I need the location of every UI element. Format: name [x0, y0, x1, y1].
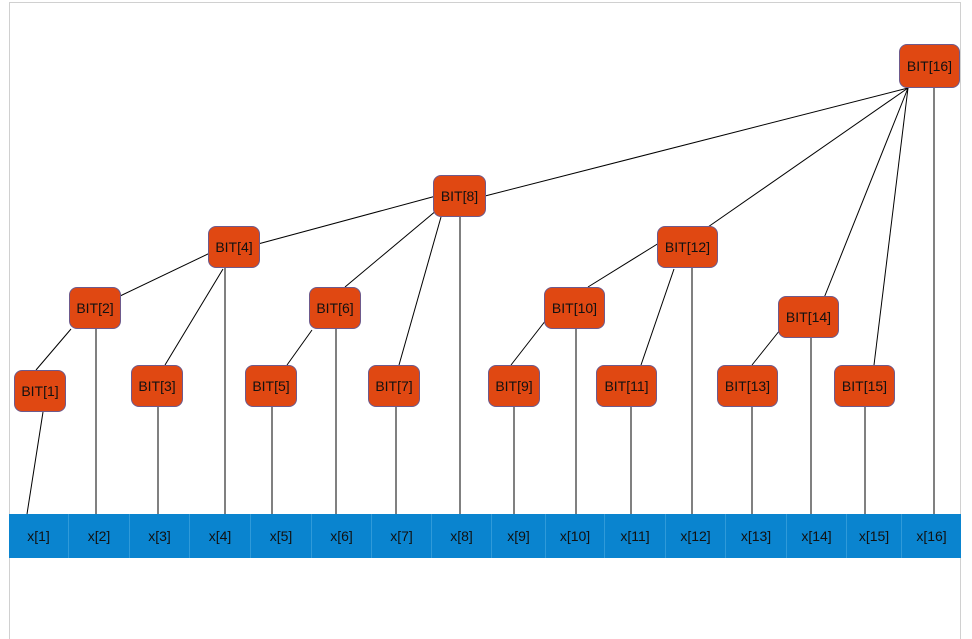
array-cell-5: x[5] — [250, 514, 311, 558]
array-cell-1: x[1] — [27, 528, 50, 544]
array-cell-10: x[10] — [545, 514, 604, 558]
bit-node-12: BIT[12] — [657, 226, 718, 268]
array-cell-13: x[13] — [725, 514, 786, 558]
bit-node-9: BIT[9] — [488, 365, 540, 407]
array-cell-3: x[3] — [129, 514, 189, 558]
bit-node-16: BIT[16] — [899, 44, 960, 88]
bit-node-8: BIT[8] — [433, 175, 486, 217]
array-bar — [9, 514, 961, 558]
array-cell-2: x[2] — [68, 514, 129, 558]
bit-node-3: BIT[3] — [131, 365, 183, 407]
array-cell-12: x[12] — [665, 514, 725, 558]
bit-node-7: BIT[7] — [368, 365, 420, 407]
bit-node-2: BIT[2] — [69, 287, 121, 329]
bit-node-15: BIT[15] — [834, 365, 895, 407]
bit-node-5: BIT[5] — [245, 365, 297, 407]
array-cell-16: x[16] — [901, 514, 961, 558]
array-cell-6: x[6] — [311, 514, 371, 558]
array-cell-15: x[15] — [846, 514, 901, 558]
bit-node-11: BIT[11] — [596, 365, 657, 407]
array-cell-11: x[11] — [604, 514, 665, 558]
array-cell-9: x[9] — [491, 514, 545, 558]
bit-node-14: BIT[14] — [778, 296, 839, 338]
bit-node-13: BIT[13] — [717, 365, 778, 407]
bit-node-10: BIT[10] — [544, 287, 605, 329]
bit-node-6: BIT[6] — [309, 287, 361, 329]
array-cell-14: x[14] — [786, 514, 846, 558]
bit-node-4: BIT[4] — [208, 226, 260, 268]
array-cell-8: x[8] — [431, 514, 491, 558]
bit-node-1: BIT[1] — [14, 370, 66, 412]
array-cell-4: x[4] — [189, 514, 250, 558]
array-cell-7: x[7] — [371, 514, 431, 558]
